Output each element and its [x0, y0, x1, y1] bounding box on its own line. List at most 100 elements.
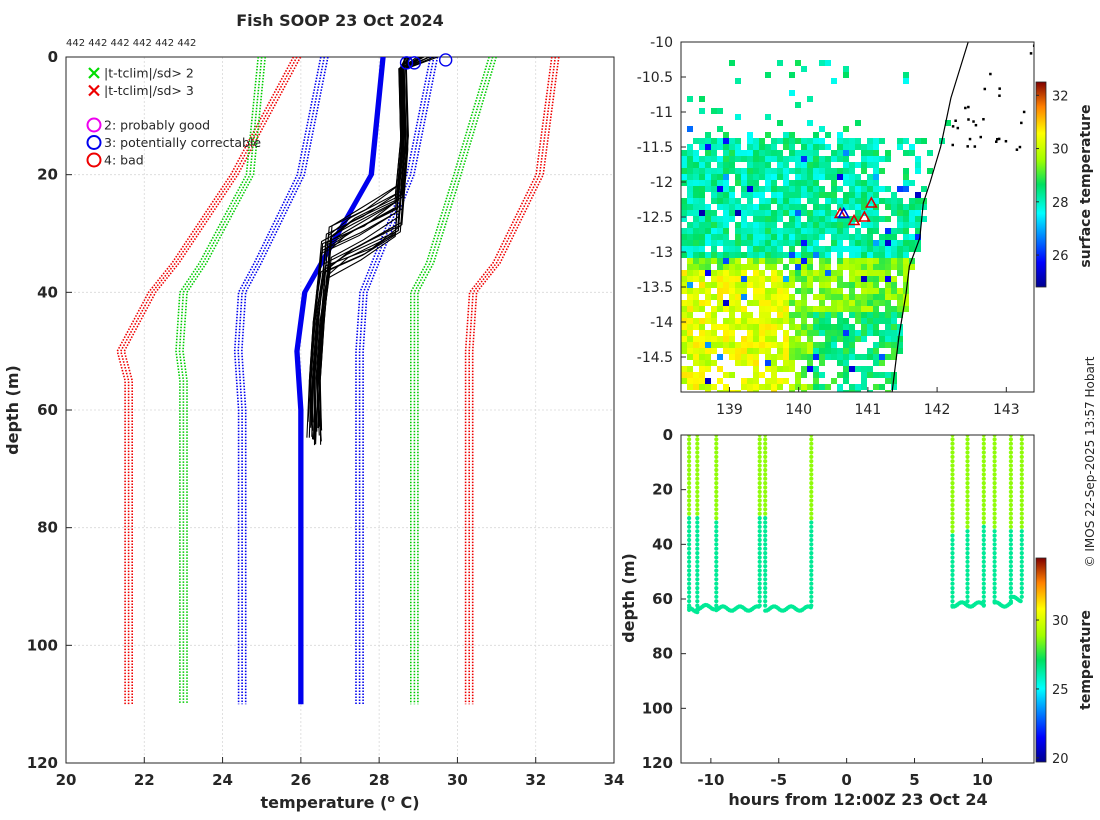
credit-label: © IMOS 22-Sep-2025 13:57 Hobart — [1083, 356, 1097, 567]
cast-point — [965, 594, 970, 599]
sst-pixel — [723, 222, 729, 228]
sst-pixel — [723, 336, 729, 342]
sst-pixel — [831, 174, 837, 180]
sst-pixel — [765, 276, 771, 282]
y-tick-label: 80 — [37, 519, 58, 537]
cast-point — [1019, 594, 1024, 599]
climatology-sd-line — [468, 57, 557, 705]
sst-pixel — [705, 234, 711, 240]
climatology-sd-line — [362, 57, 439, 705]
sst-pixel — [723, 246, 729, 252]
island-dot — [956, 126, 960, 130]
sst-pixel — [699, 354, 705, 360]
legend-label: |t-tclim|/sd> 2 — [104, 66, 194, 81]
sst-pixel — [729, 258, 735, 264]
sst-pixel — [693, 168, 699, 174]
cast-point — [981, 542, 986, 547]
cast-point — [1019, 454, 1024, 459]
cast-point — [965, 485, 970, 490]
sst-pixel — [891, 198, 897, 204]
cast-point — [981, 586, 986, 591]
sst-pixel — [687, 294, 693, 300]
sst-pixel — [771, 186, 777, 192]
sst-pixel — [783, 204, 789, 210]
sst-pixel — [747, 312, 753, 318]
sst-pixel — [795, 240, 801, 246]
sst-pixel — [771, 264, 777, 270]
sst-pixel — [681, 180, 687, 186]
cast-point — [763, 435, 768, 438]
sst-pixel — [789, 252, 795, 258]
sst-pixel — [687, 306, 693, 312]
sst-pixel — [723, 384, 729, 390]
cast-point — [981, 454, 986, 459]
sst-pixel — [873, 306, 879, 312]
sst-pixel — [777, 348, 783, 354]
sst-pixel — [915, 222, 921, 228]
cast-point — [981, 590, 986, 595]
sst-pixel — [885, 372, 891, 378]
sst-pixel — [723, 150, 729, 156]
sst-pixel — [813, 342, 819, 348]
sst-pixel — [831, 312, 837, 318]
sst-pixel — [843, 126, 849, 132]
sst-pixel — [783, 162, 789, 168]
sst-pixel — [759, 222, 765, 228]
sst-pixel — [771, 354, 777, 360]
sst-pixel — [843, 192, 849, 198]
sst-pixel — [693, 186, 699, 192]
cast-points — [687, 435, 1024, 615]
cast-point — [1019, 546, 1024, 551]
sst-pixel — [783, 354, 789, 360]
sst-pixel — [891, 330, 897, 336]
sst-pixel — [807, 216, 813, 222]
sst-pixel — [819, 162, 825, 168]
sst-pixel — [789, 198, 795, 204]
y-tick-label: 20 — [37, 166, 58, 184]
sst-pixel — [897, 300, 903, 306]
cast-point — [992, 590, 997, 595]
cast-point — [763, 564, 768, 569]
climatology-sd-line — [240, 57, 329, 705]
cast-point — [950, 546, 955, 551]
cast-point — [756, 604, 761, 609]
cast-point — [1008, 507, 1014, 512]
cast-point — [981, 463, 986, 468]
cast-point — [1019, 441, 1024, 446]
sst-pixel — [771, 168, 777, 174]
cast-point — [763, 594, 768, 599]
cast-point — [763, 502, 768, 508]
cast-point — [687, 599, 692, 604]
cast-point — [695, 459, 700, 464]
sst-pixel — [831, 168, 837, 174]
sst-pixel — [789, 294, 795, 300]
sst-pixel — [699, 330, 705, 336]
sst-pixel — [825, 318, 831, 324]
sst-pixel — [861, 234, 867, 240]
sst-pixel — [753, 300, 759, 306]
sst-pixel — [753, 330, 759, 336]
sst-pixel — [915, 210, 921, 216]
sst-pixel — [693, 222, 699, 228]
sst-pixel — [717, 138, 723, 144]
sst-pixel — [723, 330, 729, 336]
sst-pixel — [753, 270, 759, 276]
cast-point — [950, 537, 955, 543]
sst-pixel — [747, 324, 753, 330]
cast-point — [809, 507, 814, 512]
cast-point — [695, 524, 700, 529]
sst-pixel — [771, 174, 777, 180]
sst-pixel — [717, 336, 723, 342]
sst-pixel — [849, 204, 855, 210]
sst-pixel — [915, 234, 921, 240]
sst-pixel — [723, 198, 729, 204]
cast-point — [1008, 467, 1014, 473]
cast-point — [809, 437, 814, 442]
cast-point — [809, 485, 814, 490]
cast-point — [687, 441, 692, 446]
sst-pixel — [735, 78, 741, 84]
cast-point — [687, 502, 692, 508]
cast-point — [714, 520, 719, 525]
sst-pixel — [777, 324, 783, 330]
sst-pixel — [681, 168, 687, 174]
